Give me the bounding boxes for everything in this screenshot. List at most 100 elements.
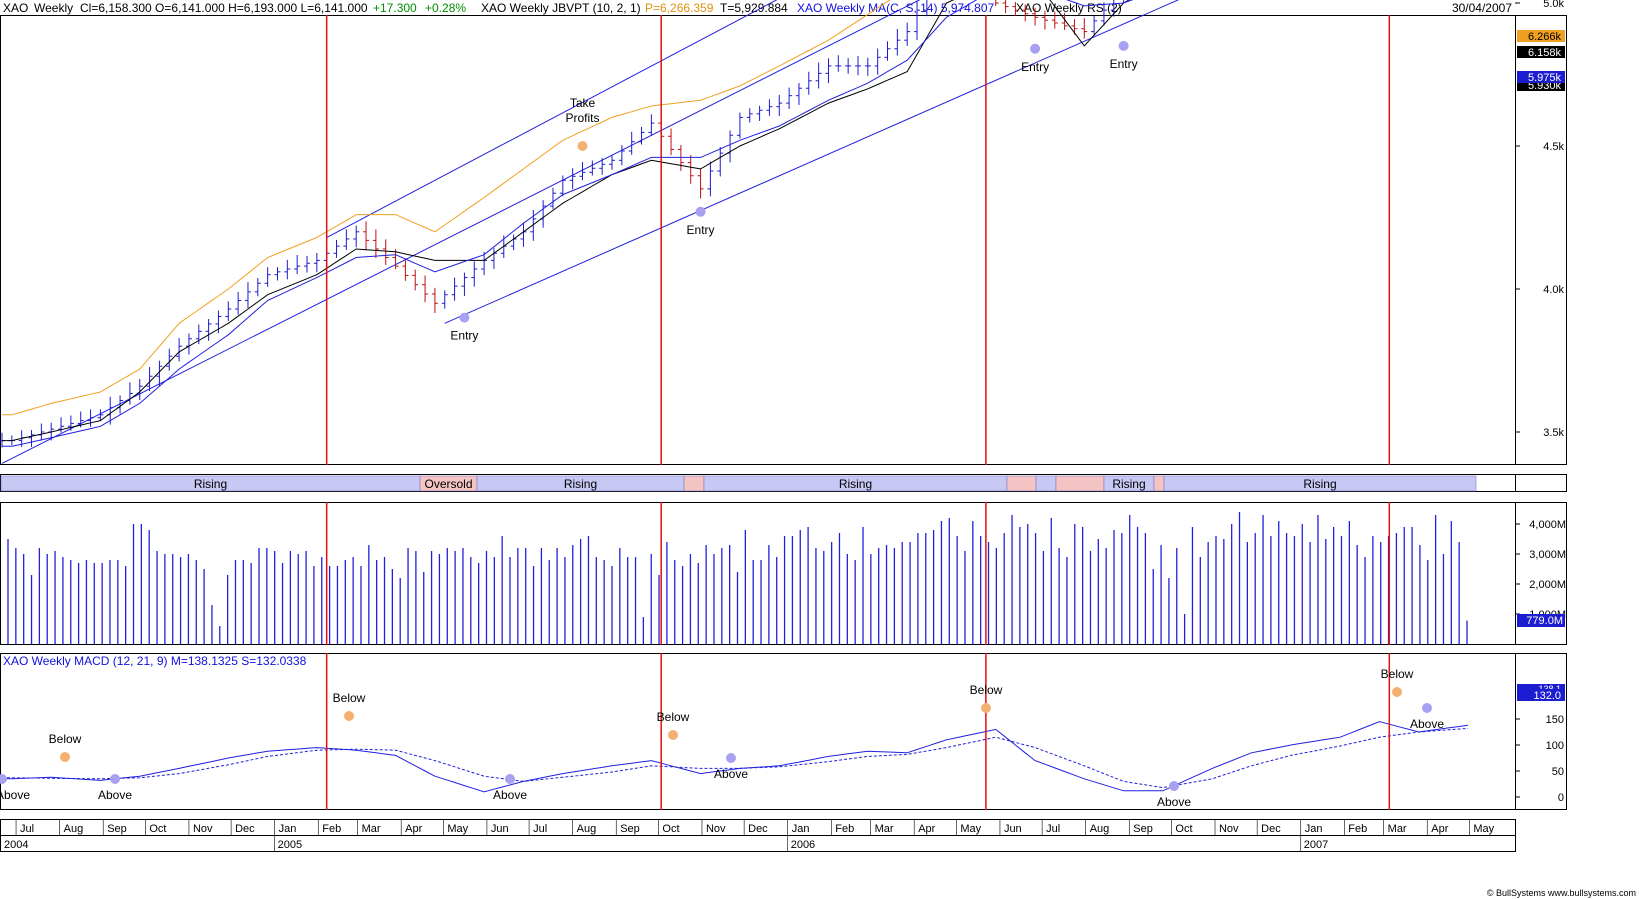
price-axis-panel [1515,15,1567,465]
macd-annotation: Below [657,710,690,724]
volume-bars [7,512,1468,644]
tag-s-bg [1517,689,1565,701]
month-label: May [960,823,981,835]
signal-marker [695,206,706,217]
jbvpt-t-line [2,0,1130,442]
year-label: 2006 [791,839,815,851]
header-date: 30/04/2007 [1452,1,1512,15]
price-overlay-lines [2,0,1134,447]
macd-annotation: Above [1410,717,1444,731]
month-label: Apr [918,823,935,835]
month-label: Sep [1133,823,1153,835]
band-label: Oversold [424,477,472,491]
year-label: 2004 [4,839,28,851]
price-tags: 6.266k 6.158k 5.930k 5.975k [1517,30,1565,92]
month-label: Jul [533,823,547,835]
month-label: Dec [235,823,255,835]
signal-marker [1118,40,1129,51]
macd-annotation: Above [98,788,132,802]
band-label: Rising [1303,477,1336,491]
month-label: Sep [620,823,640,835]
price-annotation: Entry [450,329,478,343]
macd-tick-label: 100 [1546,740,1564,752]
month-label: Apr [1431,823,1448,835]
annotations: EntryTakeProfitsEntryTakeProfitsEntrySto… [0,40,1444,809]
tag-m-bg [1517,684,1565,693]
price-tick-label: 3.5k [1543,427,1564,439]
time-axis: Jul Aug Sep Oct Nov Dec Jan Feb Mar Apr May Jun Jul A… [4,820,1495,851]
month-label: Jun [491,823,509,835]
band-segment-oversold [1153,475,1165,492]
month-label: Jan [792,823,810,835]
macd-annotation: Below [1381,667,1414,681]
channel-line [1,0,921,464]
signal-marker [577,141,588,151]
macd-annotation: Below [333,691,366,705]
macd-tick-label: 0 [1558,792,1564,804]
macd-signal-marker [344,711,354,721]
price-annotation: Take [570,96,596,110]
month-label: Feb [835,823,854,835]
header-rs-label: XAO Weekly RS (2) [1016,1,1122,15]
price-tick-label: 5.0k [1543,0,1564,10]
state-band-axis [1515,474,1567,492]
volume-axis-panel [1515,502,1567,645]
month-label: Mar [362,823,381,835]
band-segment-rising [1163,475,1477,492]
header-jbvpt-label: XAO Weekly JBVPT (10, 2, 1) [481,1,641,15]
month-label: Nov [193,823,213,835]
month-label: Oct [149,823,166,835]
month-label: Dec [1261,823,1281,835]
volume-tick-label: 4,000M [1529,519,1566,531]
header-change: +17.300 [373,1,417,15]
macd-signal-marker [0,774,7,784]
state-band: Rising Oversold Rising Rising Rising Rising [0,475,1477,492]
macd-signal-marker [1392,687,1402,697]
macd-signal-marker [505,774,515,784]
month-label: Mar [875,823,894,835]
channel-line [444,0,1180,324]
month-label: Mar [1388,823,1407,835]
header-ohlc: Cl=6,158.300 O=6,141.000 H=6,193.000 L=6… [80,1,368,15]
price-bars [0,0,1125,448]
macd-line [2,721,1469,793]
volume-tick-label: 3,000M [1529,549,1566,561]
month-label: Sep [107,823,127,835]
band-segment-oversold [1006,475,1037,492]
macd-annotation: Above [1157,795,1191,809]
macd-signal-line [2,727,1469,789]
header-period: Weekly [34,1,73,15]
jbvpt-p-line [2,0,891,416]
macd-signal-marker [1422,703,1432,713]
month-label: Jan [1305,823,1323,835]
year-label: 2005 [278,839,302,851]
signal-marker [1030,43,1041,54]
band-label: Rising [564,477,597,491]
volume-tick-label: 2,000M [1529,579,1566,591]
month-label: Apr [405,823,422,835]
month-label: Oct [662,823,679,835]
tag-volume-bg [1517,614,1565,627]
month-label: Aug [64,823,84,835]
year-label: 2007 [1304,839,1328,851]
band-segment-rising [1035,475,1057,492]
macd-tick-label: 150 [1546,714,1564,726]
trend-channel [1,0,1180,464]
band-segment-oversold [1055,475,1105,492]
macd-lines [2,721,1469,793]
tag-close-bg [1517,46,1565,58]
macd-tags: 138.1 132.0 [1517,684,1565,702]
month-label: Dec [748,823,768,835]
signal-marker [459,312,470,323]
header-ma-label: XAO Weekly MA(C, S, 14) 5,974.807 [797,1,995,15]
price-panel [0,15,1516,465]
month-label: Oct [1175,823,1192,835]
header-symbol: XAO [3,1,28,15]
month-label: Jan [279,823,297,835]
header-jbvpt-t: T=5,929.884 [720,1,788,15]
macd-annotation: Below [49,732,82,746]
month-label: Aug [1090,823,1110,835]
tag-ma-bg [1517,71,1565,83]
